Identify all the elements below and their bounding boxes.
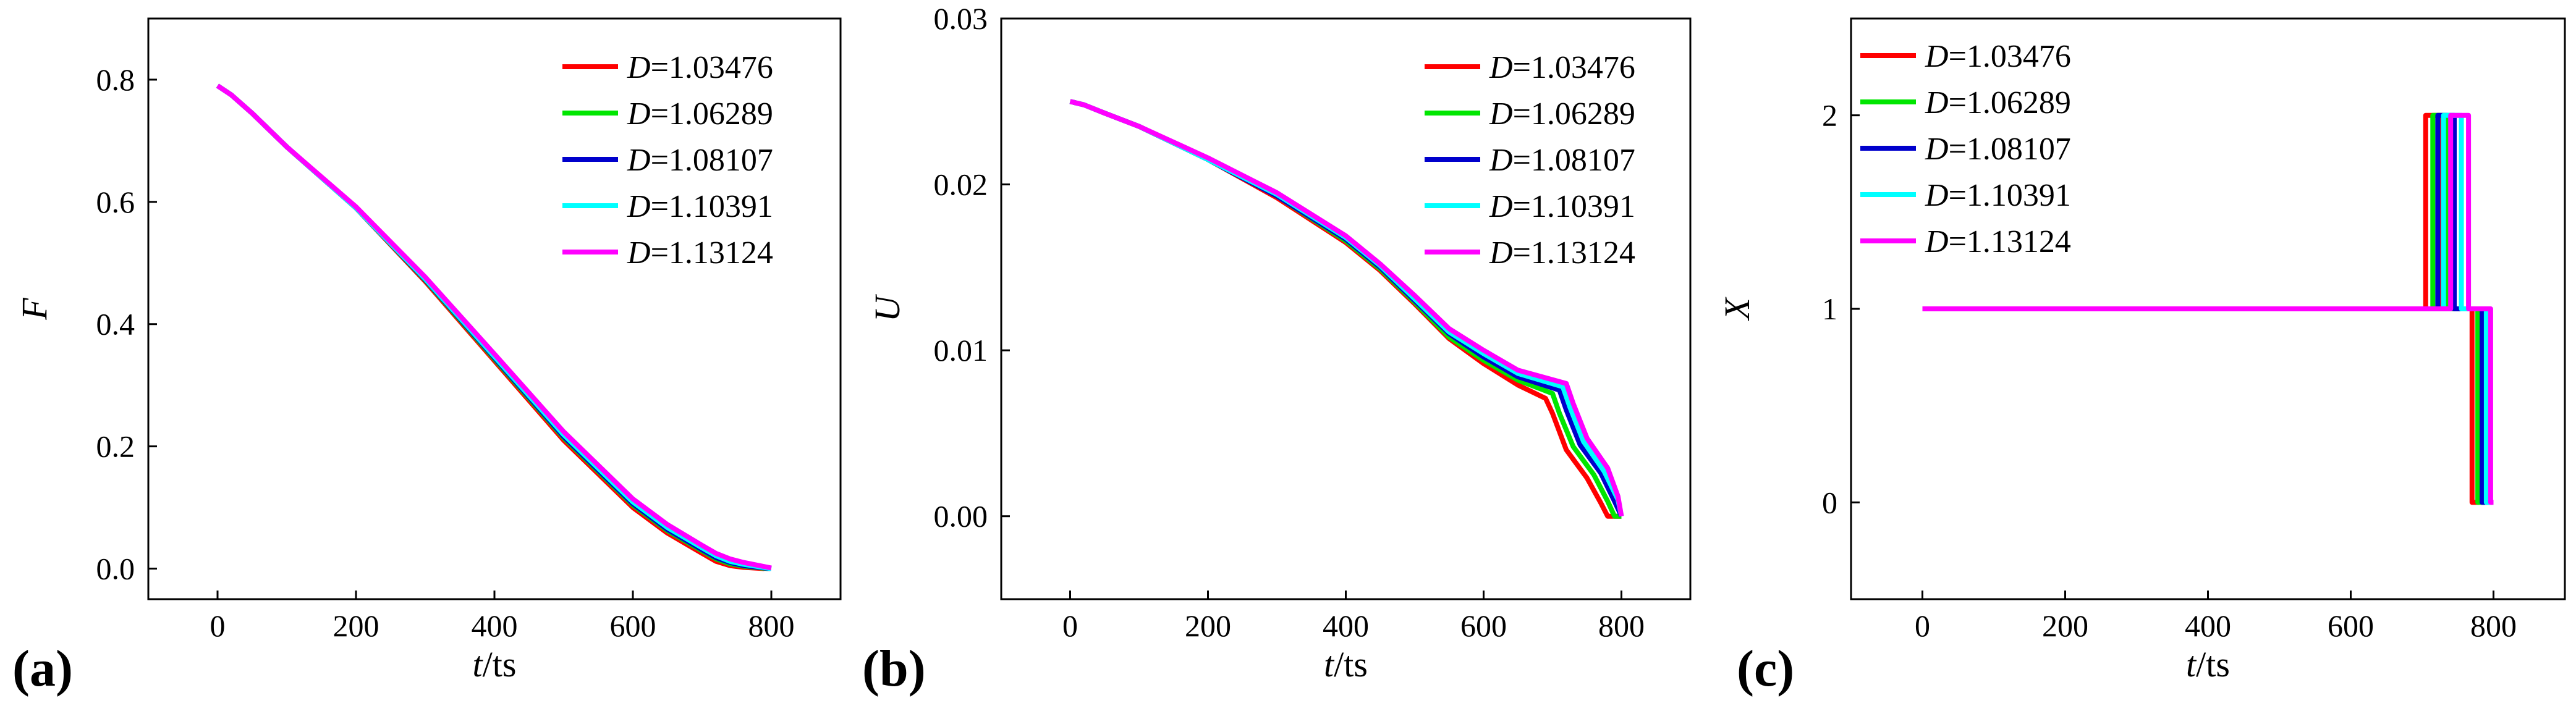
- panel-c-x-axis-label: t/ts: [2186, 644, 2230, 684]
- panel-b-y-tick-label-2: 0.02: [934, 167, 988, 202]
- legend-var: D: [627, 235, 651, 271]
- legend-value: =1.06289: [651, 96, 773, 132]
- panel-c-legend-entry-4: D=1.10391: [1925, 178, 2071, 213]
- panel-a-legend-entry-1: D=1.03476: [627, 50, 773, 85]
- legend-value: =1.06289: [1949, 85, 2071, 120]
- panel-a-y-tick-label-1: 0.2: [96, 429, 135, 464]
- panel-a-label: (a): [12, 640, 73, 697]
- panel-c-x-axis-label-unit: /ts: [2196, 644, 2230, 684]
- legend-var: D: [627, 50, 651, 85]
- legend-value: =1.08107: [1513, 143, 1635, 178]
- panel-c-x-tick-label-4: 800: [2470, 608, 2517, 643]
- legend-value: =1.08107: [651, 143, 773, 178]
- panel-b-x-tick-label-4: 800: [1598, 608, 1645, 643]
- legend-var: D: [627, 143, 651, 178]
- legend-var: D: [1925, 178, 1949, 213]
- panel-a-y-tick-label-3: 0.6: [96, 185, 135, 219]
- panel-b-x-axis-label-unit: /ts: [1334, 644, 1368, 684]
- panel-a-x-tick-label-0: 0: [210, 608, 226, 643]
- panel-c-y-axis-label: X: [1717, 296, 1757, 321]
- panel-a-x-axis-label-unit: /ts: [483, 644, 517, 684]
- panel-b-legend-entry-1: D=1.03476: [1489, 50, 1635, 85]
- panel-c-legend-entry-5: D=1.13124: [1925, 224, 2071, 259]
- panel-c-series-line-3: [1922, 112, 2489, 505]
- panel-b-x-tick-label-3: 600: [1460, 608, 1507, 643]
- legend-var: D: [1489, 143, 1513, 178]
- panel-b-x-axis-label-var: t: [1324, 644, 1335, 684]
- legend-var: D: [1489, 50, 1513, 85]
- panel-b-x-tick-label-2: 400: [1323, 608, 1369, 643]
- panel-c-y-tick-label-1: 1: [1822, 292, 1837, 326]
- panel-b-series-line-5: [1069, 99, 1624, 517]
- legend-var: D: [1925, 224, 1949, 259]
- panel-c-x-tick-label-0: 0: [1915, 608, 1930, 643]
- panel-b-y-axis-label: U: [867, 293, 907, 322]
- legend-var: D: [1489, 96, 1513, 132]
- panel-a-x-tick-label-4: 800: [748, 608, 795, 643]
- panel-c-series-line-2: [1922, 112, 2485, 505]
- panel-a-y-tick-label-0: 0.0: [96, 552, 135, 586]
- legend-var: D: [627, 189, 651, 224]
- panel-c-series-line-5: [1922, 112, 2494, 505]
- legend-value: =1.13124: [651, 235, 773, 271]
- panel-b-legend-entry-5: D=1.13124: [1489, 235, 1635, 271]
- panel-a-x-tick-label-1: 200: [333, 608, 379, 643]
- legend-var: D: [1925, 39, 1949, 74]
- panel-b-legend-entry-3: D=1.08107: [1489, 143, 1635, 178]
- panel-b-legend-entry-4: D=1.10391: [1489, 189, 1635, 224]
- panel-c-x-axis-label-var: t: [2186, 644, 2197, 684]
- panel-c-x-tick-label-2: 400: [2185, 608, 2231, 643]
- legend-value: =1.10391: [1513, 189, 1635, 224]
- panel-c-y-tick-label-0: 0: [1822, 485, 1837, 519]
- legend-value: =1.03476: [1513, 50, 1635, 85]
- legend-value: =1.03476: [1949, 39, 2071, 74]
- panel-b-label: (b): [862, 640, 926, 697]
- legend-var: D: [627, 96, 651, 132]
- legend-var: D: [1489, 235, 1513, 271]
- panel-c-label: (c): [1737, 640, 1794, 697]
- panel-c-y-tick-label-2: 2: [1822, 98, 1837, 133]
- legend-value: =1.13124: [1949, 224, 2071, 259]
- panel-a-series-line-5: [216, 83, 772, 571]
- legend-value: =1.13124: [1513, 235, 1635, 271]
- panel-c-legend-entry-2: D=1.06289: [1925, 85, 2071, 120]
- panel-b-x-tick-label-1: 200: [1185, 608, 1231, 643]
- panel-b-y-tick-label-3: 0.03: [934, 1, 988, 36]
- legend-value: =1.03476: [651, 50, 773, 85]
- panel-a-x-axis-label: t/ts: [473, 644, 517, 684]
- panel-c-legend-entry-3: D=1.08107: [1925, 132, 2071, 167]
- legend-value: =1.10391: [651, 189, 773, 224]
- panel-b-y-tick-label-1: 0.01: [934, 333, 988, 368]
- panel-c-series-line-4: [1922, 112, 2493, 505]
- panel-b-legend-entry-2: D=1.06289: [1489, 96, 1635, 132]
- panel-a-legend-entry-3: D=1.08107: [627, 143, 773, 178]
- legend-var: D: [1925, 85, 1949, 120]
- panel-c-x-tick-label-1: 200: [2042, 608, 2088, 643]
- panel-a-y-axis-label: F: [14, 298, 54, 321]
- legend-value: =1.08107: [1949, 132, 2071, 167]
- panel-b-x-axis-label: t/ts: [1324, 644, 1368, 684]
- legend-var: D: [1925, 132, 1949, 167]
- panel-a-legend-entry-5: D=1.13124: [627, 235, 773, 271]
- panel-a-legend-entry-4: D=1.10391: [627, 189, 773, 224]
- panel-b-x-tick-label-0: 0: [1062, 608, 1078, 643]
- panel-a-y-tick-label-4: 0.8: [96, 62, 135, 97]
- panel-b-y-tick-label-0: 0.00: [934, 499, 988, 534]
- legend-value: =1.06289: [1513, 96, 1635, 132]
- panel-a-x-tick-label-3: 600: [610, 608, 656, 643]
- panel-a-legend-entry-2: D=1.06289: [627, 96, 773, 132]
- panel-a-x-axis-label-var: t: [473, 644, 484, 684]
- panel-a-y-tick-label-2: 0.4: [96, 307, 135, 342]
- panel-c-x-tick-label-3: 600: [2328, 608, 2374, 643]
- panel-a-x-tick-label-2: 400: [472, 608, 518, 643]
- legend-var: D: [1489, 189, 1513, 224]
- legend-value: =1.10391: [1949, 178, 2071, 213]
- panel-c-legend-entry-1: D=1.03476: [1925, 39, 2071, 74]
